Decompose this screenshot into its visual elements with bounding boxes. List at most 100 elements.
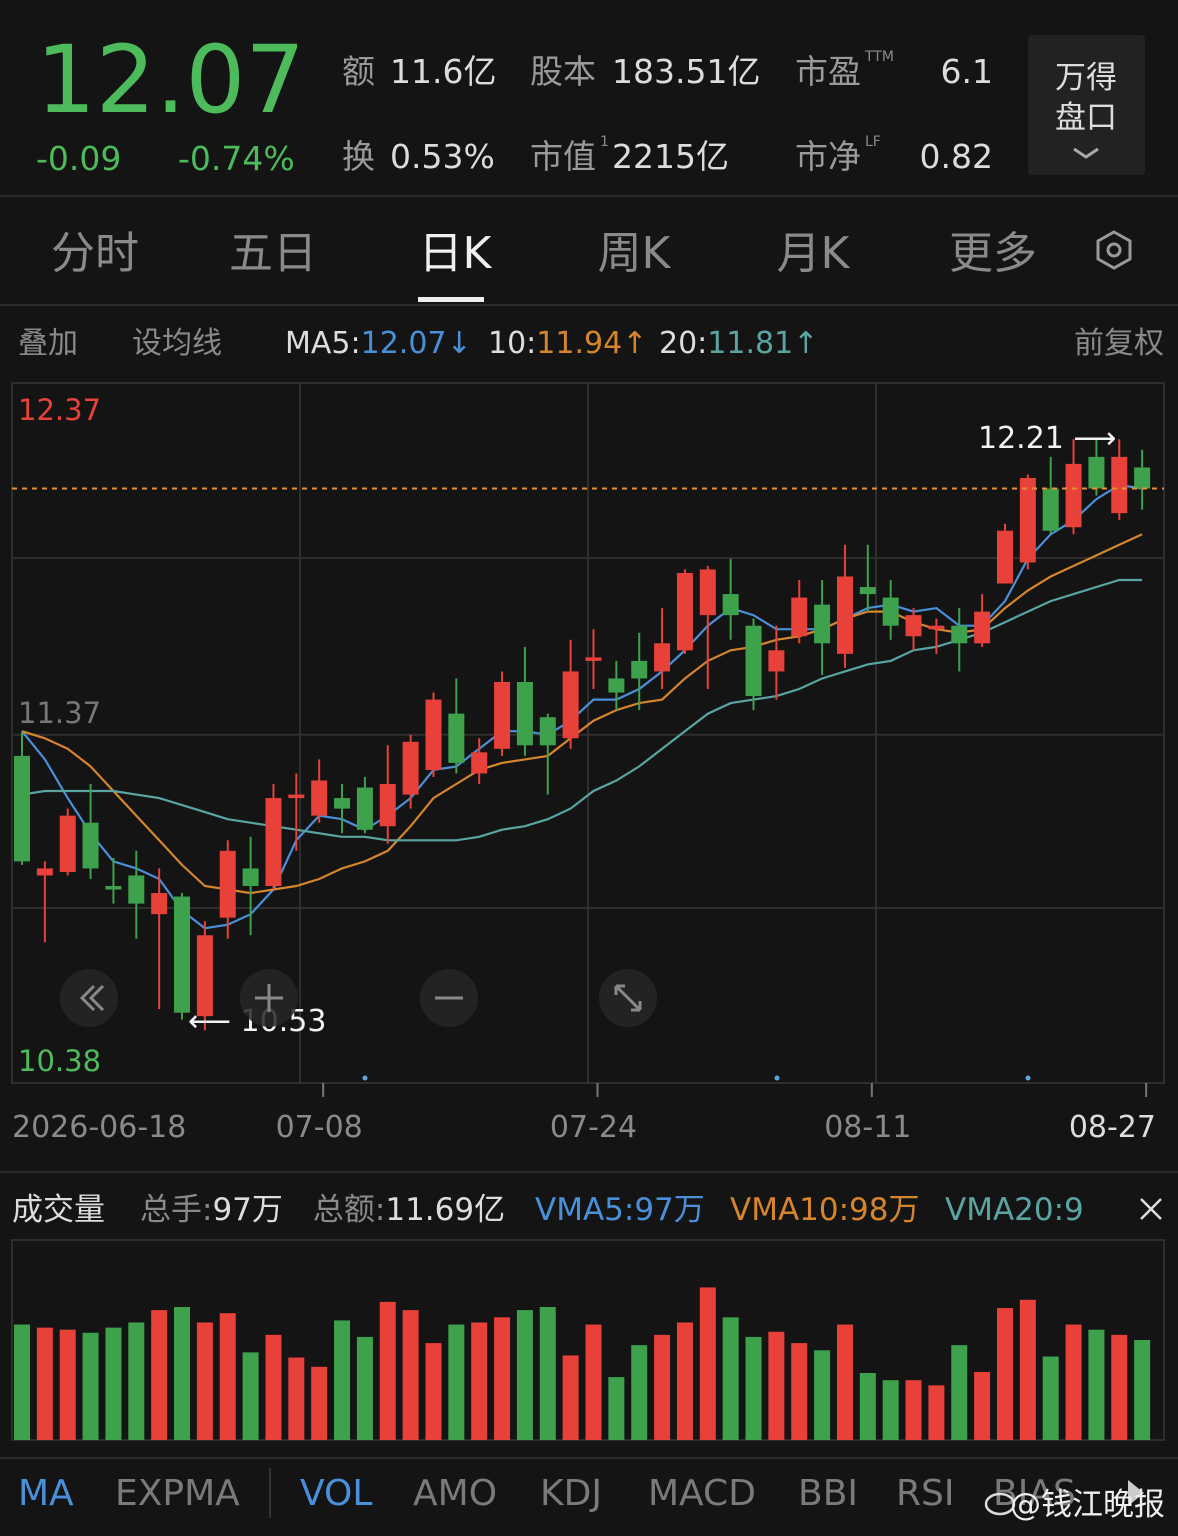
tab[interactable]: 周K [598,228,672,279]
candle-body [471,752,488,774]
indicator-tab[interactable]: MA [18,1473,74,1514]
candle-body [356,787,373,830]
stat-label: 股本 [530,52,596,91]
candle-body [379,784,396,827]
y-tick-label: 11.37 [18,696,101,730]
stat-label: 市盈 [795,52,861,91]
candle-body [654,643,671,672]
indicator-tab[interactable]: EXPMA [115,1473,240,1514]
tab[interactable]: 更多 [949,228,1037,279]
icon [614,984,642,1012]
indicator-tab[interactable]: MACD [648,1473,756,1514]
x-tick-label: 2026-06-18 [12,1110,186,1145]
button-text[interactable]: 盘口 [1055,100,1117,136]
indicator-tabs: MA EXPMA VOL AMO KDJ MACD BBI RSI BIAS [18,1473,1076,1514]
last-price: 12.07 [36,26,305,135]
icon [255,984,283,1012]
candle-body [951,625,968,644]
candle-body [974,611,991,644]
stat-sup: TTM [864,49,894,65]
indicator-tab[interactable]: BBI [798,1473,858,1514]
toolbar-item[interactable]: 前复权 [1074,326,1164,361]
close-icon[interactable] [1140,1198,1162,1220]
volume-bar [59,1329,76,1440]
watermark: @钱江晚报 [1010,1487,1165,1523]
tab[interactable]: 月K [777,228,851,279]
volume-bar [288,1357,305,1440]
candle-body [311,780,328,816]
volume-bar [631,1345,648,1440]
candle-body [14,755,30,862]
candle-body [288,794,305,799]
volume-bar [791,1343,808,1440]
volume-bar [82,1332,99,1440]
x-tick-label: 08-11 [824,1110,911,1145]
candle-body [676,572,693,651]
stat-value: 0.53% [390,137,495,176]
dot [774,1075,780,1081]
candle-body [699,569,716,616]
volume-bar [585,1324,602,1440]
candle-body [174,896,191,1013]
x-tick-label: 07-24 [550,1110,637,1145]
indicator-tab[interactable]: VOL [300,1473,372,1514]
legend-value: 11.81 [707,326,793,361]
legend-trend: ↑ [622,326,647,361]
candle-body [745,625,762,697]
volume-bar [1065,1324,1082,1440]
candle-body [836,576,853,654]
legend-name: MA5: [285,326,361,361]
tab[interactable]: 分时 [51,228,139,279]
volume-bar [974,1371,991,1440]
candle-body [722,594,739,616]
volume-bar [36,1327,53,1440]
candle-body [334,798,351,809]
settings-icon[interactable] [1106,242,1122,258]
candle-body [996,530,1013,584]
candle-body [859,587,876,595]
indicator-tab[interactable]: AMO [413,1473,497,1514]
candle-body [791,597,808,637]
settings-icon[interactable] [1096,230,1132,270]
volume-bar [539,1307,556,1440]
volume-bar [814,1350,831,1440]
tab[interactable]: 日K [419,228,493,279]
chevron [1073,147,1099,159]
candle-body [425,699,442,770]
stat-label: 总额: [313,1192,385,1228]
weibo-icon [984,1492,1016,1516]
more-arrow[interactable] [1128,1480,1144,1506]
stat-value: 183.51亿 [612,52,760,91]
toolbar-item[interactable]: 设均线 [132,326,222,361]
candle-body [105,886,122,890]
stats: 额 11.6亿 股本 183.51亿 市盈 TTM 6.1 换 0.53% 市值 1 2215亿 市净 L… [342,49,993,176]
candle-body [82,822,99,869]
ma-legend: 10:11.94↑ [488,326,647,361]
candle-body [905,615,922,637]
volume-bar [425,1343,442,1440]
dot [362,1075,368,1081]
candle-body [151,893,168,915]
indicator-tab[interactable]: KDJ [540,1473,602,1514]
volume-chart [14,1287,1151,1440]
candle-body [36,868,53,876]
indicator-tab[interactable]: RSI [896,1473,954,1514]
indicator-tab[interactable]: BIAS [993,1473,1076,1514]
volume-bar [1134,1340,1151,1440]
candle-body [1088,456,1105,489]
candle-body [928,625,945,630]
stat-value: 97万 [212,1192,282,1228]
tab[interactable]: 五日 [229,228,317,279]
candle-body [1111,456,1128,514]
volume-bar [996,1308,1013,1440]
volume-bar [105,1327,122,1440]
x-tick-label: 07-08 [276,1110,363,1145]
candle-body [448,713,465,763]
stat-label: 总手: [140,1192,212,1228]
toolbar-item[interactable]: 叠加 [18,326,78,361]
quote-button[interactable] [1028,35,1145,175]
button-text[interactable]: 万得 [1055,60,1117,96]
tab-underline [418,297,484,302]
legend-name: 10: [488,326,536,361]
